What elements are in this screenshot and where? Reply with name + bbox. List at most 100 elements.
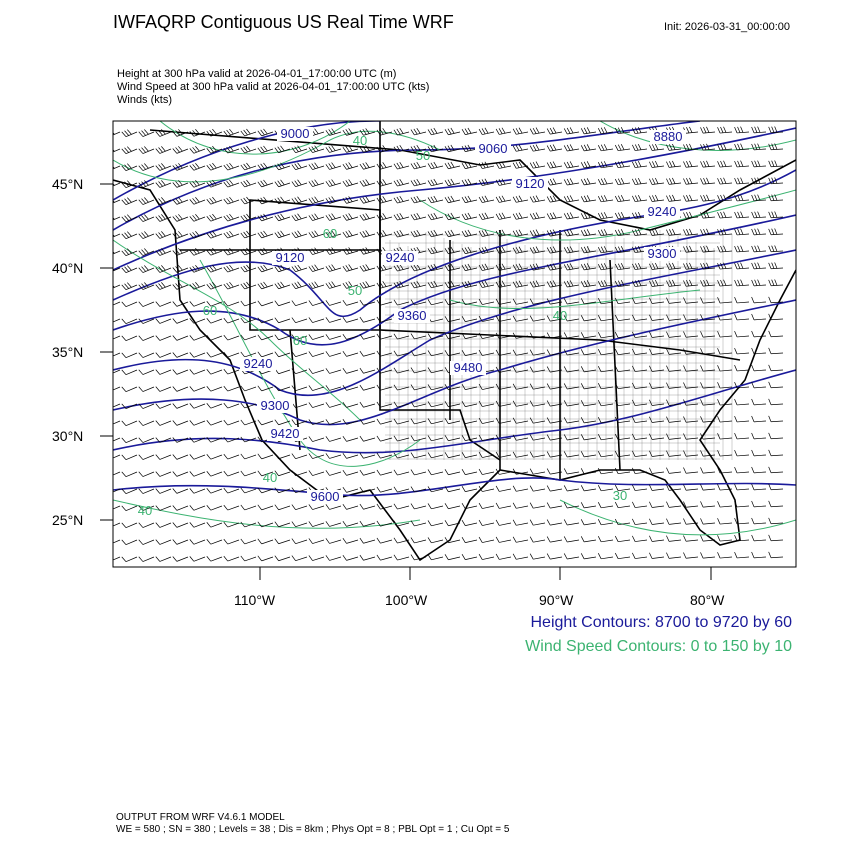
- barb-flag: [532, 195, 537, 202]
- barb-flag: [172, 505, 178, 511]
- wind-barb: [512, 161, 529, 169]
- barb-flag: [348, 196, 353, 202]
- height-contour-label: 9360: [398, 308, 427, 323]
- wind-barb: [189, 265, 206, 273]
- wind-barb: [172, 420, 189, 426]
- barb-flag: [683, 433, 687, 440]
- barb-flag: [614, 246, 619, 253]
- wind-barb: [172, 539, 189, 545]
- wind-barb: [155, 197, 172, 205]
- barb-flag: [141, 147, 146, 153]
- barb-flag: [138, 335, 144, 341]
- barb-flag: [720, 126, 724, 133]
- barb-flag: [461, 248, 466, 254]
- barb-shaft: [380, 318, 393, 323]
- barb-flag: [737, 279, 741, 286]
- barb-flag: [734, 177, 738, 185]
- barb-flag: [771, 126, 775, 133]
- barb-flag: [620, 229, 625, 236]
- wind-barb: [734, 483, 750, 491]
- wind-barb: [614, 399, 631, 407]
- barb-flag: [495, 485, 500, 492]
- barb-flag: [652, 229, 656, 236]
- barb-flag: [447, 281, 452, 288]
- wind-barb: [410, 161, 427, 170]
- barb-shaft: [125, 233, 138, 239]
- axis-ticks: [100, 183, 712, 580]
- barb-flag: [637, 194, 642, 201]
- wind-barb: [512, 315, 529, 322]
- wind-barb: [427, 537, 444, 544]
- barb-flag: [175, 181, 180, 187]
- barb-flag: [206, 369, 212, 375]
- barb-shaft: [482, 335, 495, 339]
- barb-shaft: [567, 403, 580, 407]
- barb-flag: [614, 450, 619, 457]
- barb-shaft: [329, 301, 342, 306]
- barb-shaft: [703, 216, 716, 219]
- barb-shaft: [465, 250, 478, 254]
- wind-barb: [113, 265, 121, 274]
- wind-barb: [240, 264, 257, 273]
- barb-flag: [206, 216, 212, 222]
- wind-barb: [240, 538, 257, 545]
- barb-shaft: [125, 301, 138, 307]
- barb-flag: [433, 229, 438, 236]
- wind-barb: [751, 194, 767, 202]
- barb-flag: [583, 212, 588, 219]
- wind-barb: [155, 454, 172, 460]
- barb-flag: [416, 212, 421, 219]
- wind-barb: [325, 470, 342, 476]
- barb-flag: [223, 555, 228, 562]
- barb-flag: [379, 196, 384, 203]
- barb-flag: [669, 263, 673, 270]
- barb-flag: [342, 435, 347, 442]
- barb-flag: [586, 195, 591, 202]
- wind-barb: [113, 539, 121, 546]
- barb-flag: [399, 128, 404, 134]
- barb-shaft: [533, 284, 546, 288]
- barb-flag: [325, 419, 330, 425]
- barb-flag: [427, 469, 432, 476]
- wind-barb: [700, 518, 716, 525]
- barb-flag: [209, 163, 214, 170]
- barb-flag: [495, 264, 500, 271]
- barb-flag: [649, 450, 653, 457]
- wind-barb: [189, 335, 206, 341]
- barb-flag: [376, 231, 381, 238]
- barb-flag: [484, 178, 489, 185]
- wind-barb: [444, 486, 461, 493]
- barb-flag: [717, 144, 721, 151]
- barb-shaft: [601, 488, 614, 492]
- barb-flag: [294, 265, 299, 271]
- barb-flag: [427, 520, 432, 527]
- barb-flag: [223, 130, 228, 137]
- wind-barb: [113, 471, 121, 478]
- barb-flag: [308, 538, 313, 544]
- barb-flag: [342, 452, 347, 459]
- wind-barb: [189, 248, 206, 256]
- wind-barb: [700, 228, 716, 236]
- barb-shaft: [176, 233, 189, 239]
- barb-flag: [450, 161, 455, 168]
- barb-shaft: [516, 233, 529, 237]
- wind-barb: [308, 179, 325, 187]
- barb-flag: [751, 364, 755, 371]
- barb-shaft: [125, 182, 138, 188]
- wind-barb: [113, 214, 121, 223]
- barb-flag: [257, 436, 262, 443]
- barb-flag: [260, 197, 265, 204]
- wind-barb: [649, 535, 665, 542]
- wind-barb: [189, 488, 206, 494]
- barb-shaft: [618, 148, 631, 152]
- barb-shaft: [176, 488, 189, 494]
- barb-shaft: [295, 505, 308, 510]
- barb-flag: [331, 230, 336, 236]
- wind-barb: [649, 433, 665, 440]
- wind-barb: [257, 385, 274, 392]
- barb-shaft: [397, 437, 410, 442]
- barb-flag: [666, 331, 670, 338]
- barb-shaft: [652, 437, 665, 440]
- barb-flag: [597, 162, 602, 168]
- wind-barb: [359, 554, 376, 561]
